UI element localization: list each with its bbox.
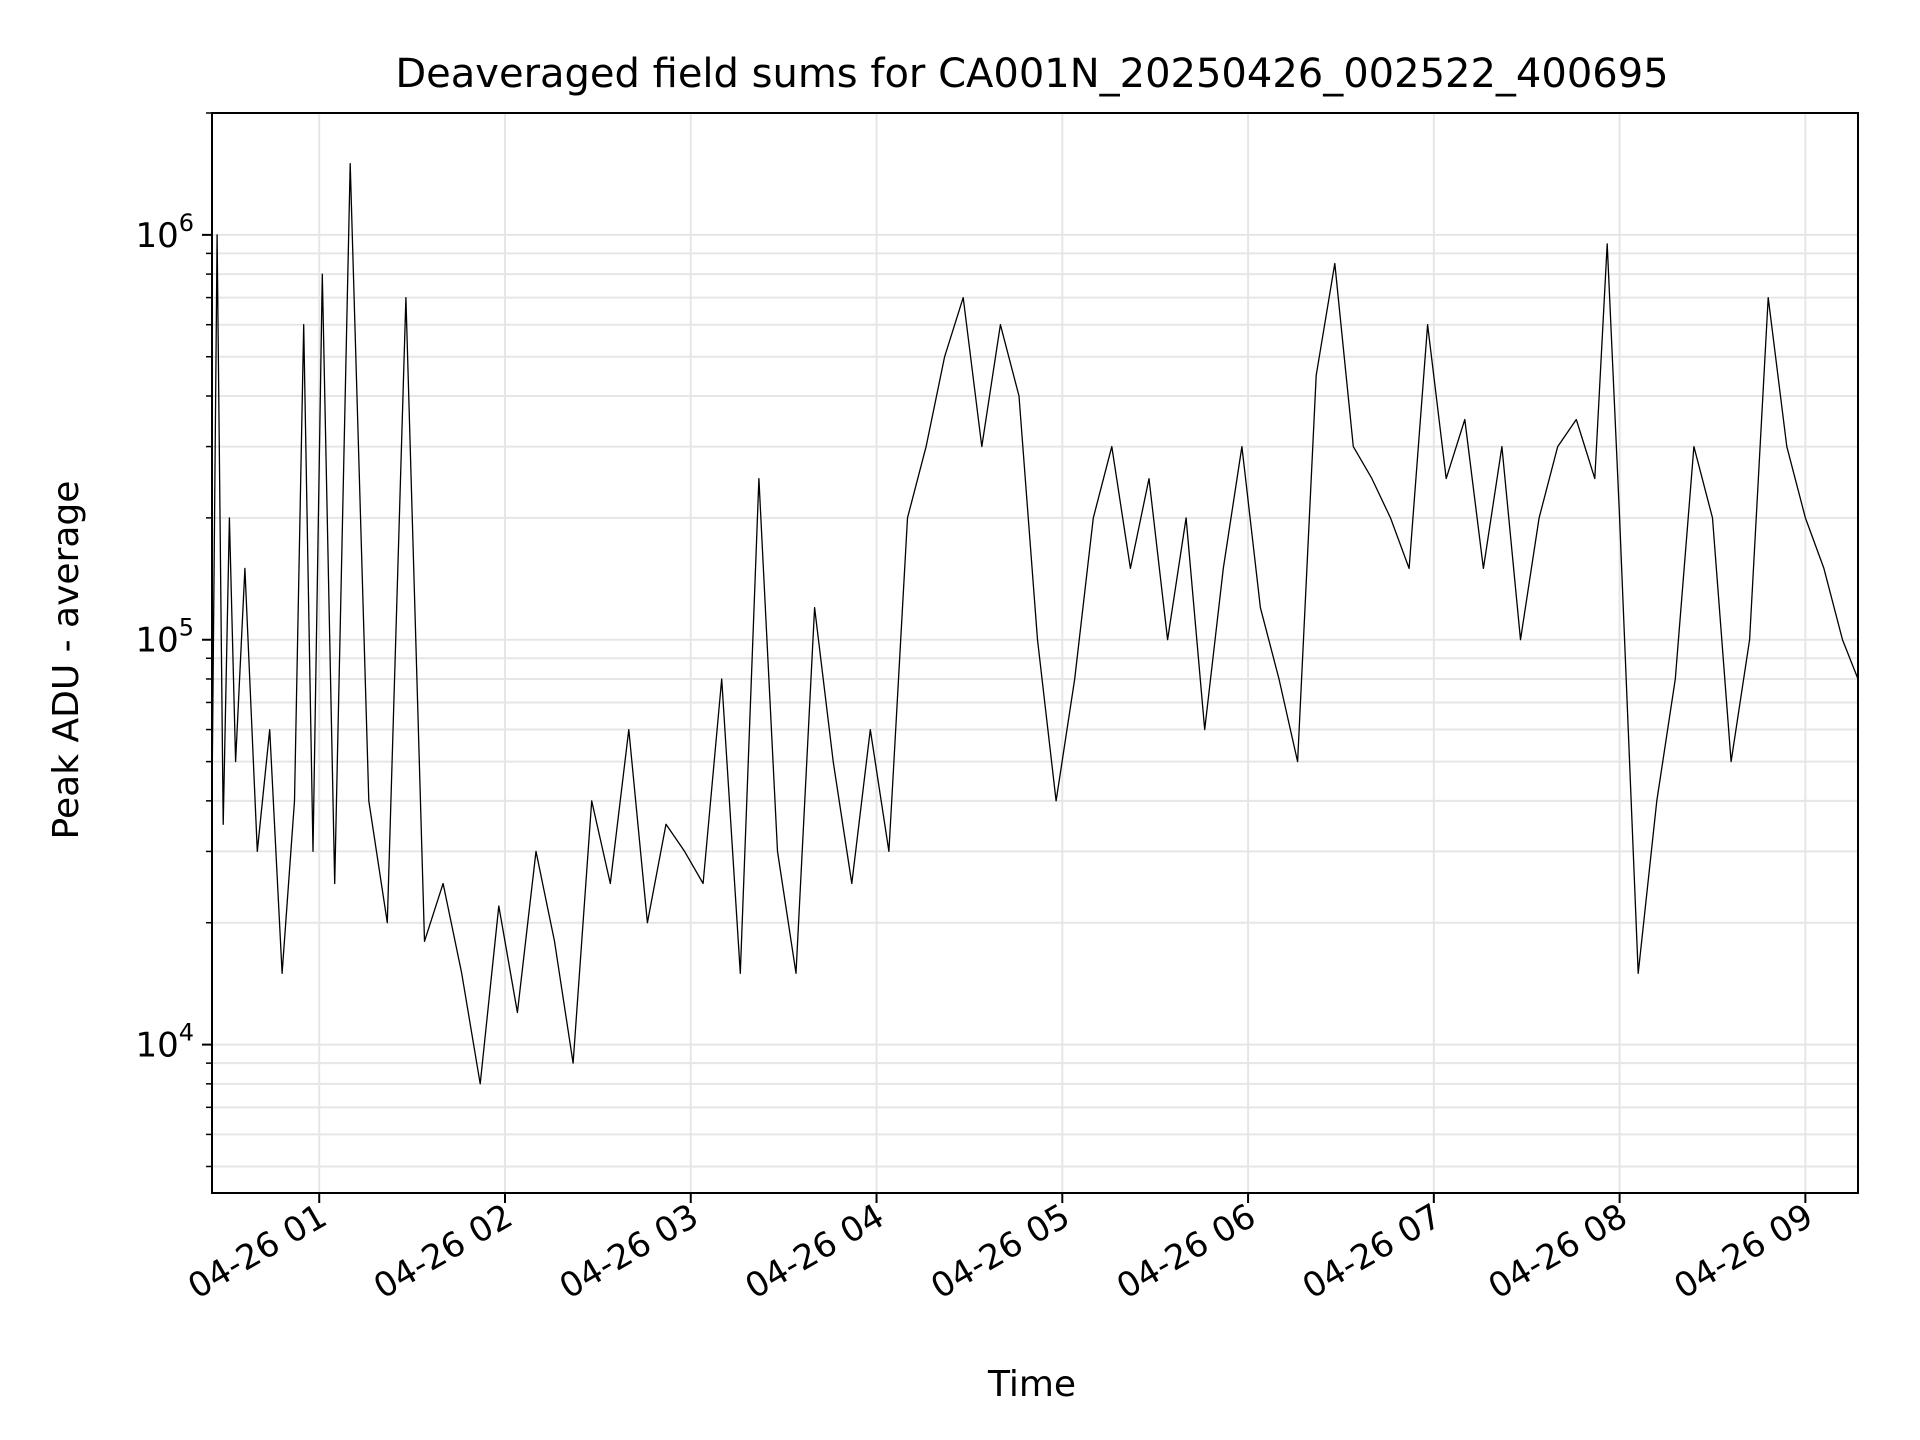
- data-line: [211, 162, 1859, 1085]
- x-axis-label: Time: [987, 1364, 1076, 1405]
- y-axis-label: Peak ADU - average: [46, 481, 87, 840]
- chart-title: Deaveraged field sums for CA001N_2025042…: [395, 51, 1668, 97]
- plot-area: [211, 162, 1859, 1085]
- x-tick-label: 04-26 05: [924, 1196, 1076, 1307]
- y-tick-label: 104: [135, 1019, 194, 1066]
- x-tick-label: 04-26 03: [553, 1196, 705, 1307]
- x-tick-label: 04-26 08: [1482, 1196, 1634, 1307]
- x-tick-label: 04-26 07: [1296, 1196, 1448, 1307]
- y-tick-label: 105: [135, 614, 194, 661]
- x-tick-label: 04-26 01: [181, 1196, 333, 1307]
- y-tick-label: 106: [135, 209, 194, 256]
- x-tick-label: 04-26 02: [367, 1196, 519, 1307]
- x-tick-label: 04-26 06: [1110, 1196, 1262, 1307]
- grid-lines: [212, 112, 1858, 1193]
- y-axis: 104 105 106: [135, 112, 212, 1168]
- plot-frame: [211, 112, 1859, 1194]
- x-axis: 04-26 01 04-26 02 04-26 03 04-26 04 04-26 05…: [181, 1193, 1820, 1307]
- x-tick-label: 04-26 09: [1667, 1196, 1819, 1307]
- x-tick-label: 04-26 04: [739, 1196, 891, 1307]
